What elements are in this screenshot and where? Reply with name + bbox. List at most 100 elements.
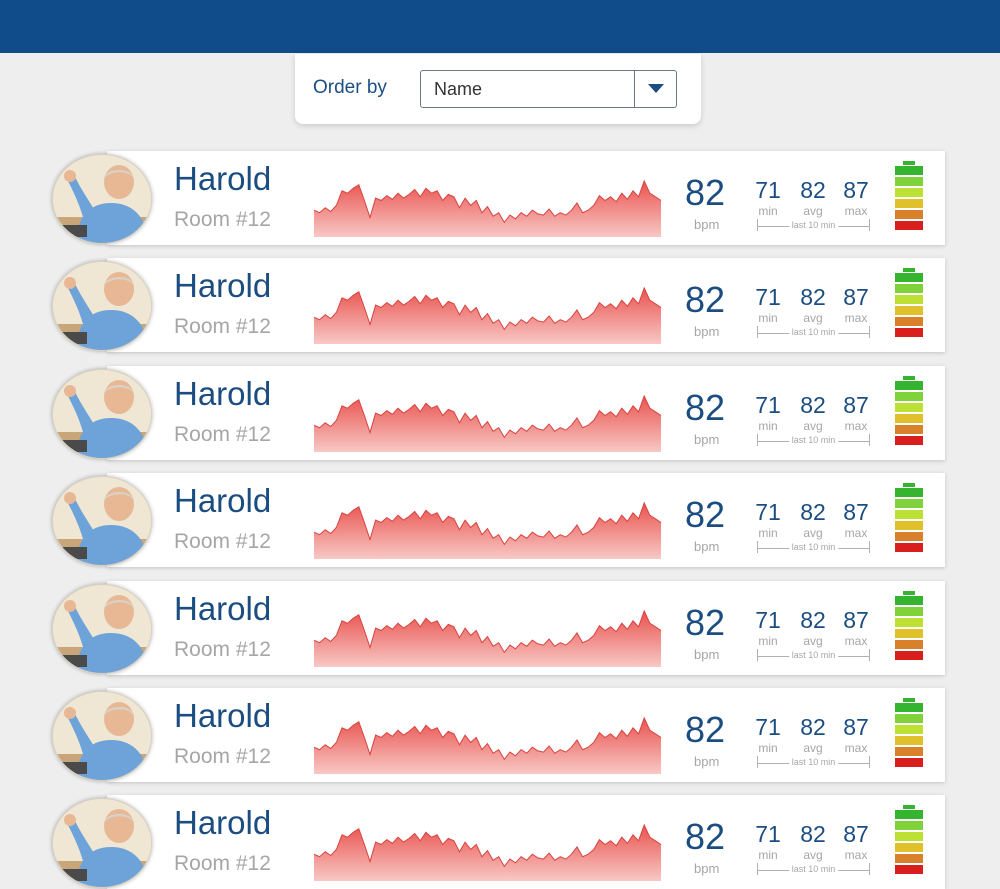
- bpm-unit-label: bpm: [694, 861, 720, 876]
- current-bpm: 82: [685, 279, 726, 320]
- stat-min-label: min: [758, 204, 778, 218]
- stats-range-bracket: last 10 min: [757, 863, 870, 875]
- patient-row[interactable]: Harold Room #12 82 bpm 71 min 82 avg 87 max last 1…: [52, 473, 945, 567]
- battery-segment: [895, 510, 923, 519]
- patient-photo: [53, 262, 151, 350]
- current-bpm: 82: [685, 494, 726, 535]
- stat-min-label: min: [758, 741, 778, 755]
- stat-avg-label: avg: [803, 311, 823, 325]
- heart-rate-area: [314, 718, 661, 774]
- heart-rate-area: [314, 288, 661, 344]
- patient-avatar: [52, 369, 152, 459]
- stat-min-label: min: [758, 311, 778, 325]
- bpm-unit-label: bpm: [694, 647, 720, 662]
- heart-rate-area: [314, 181, 661, 237]
- battery-segment: [895, 199, 923, 208]
- battery-segment: [895, 747, 923, 756]
- battery-segment: [895, 596, 923, 605]
- battery-cap: [903, 591, 915, 595]
- stat-avg-value: 82: [800, 821, 826, 847]
- chevron-down-icon: [648, 84, 664, 93]
- patient-photo: [53, 370, 151, 458]
- battery-segment: [895, 651, 923, 660]
- bpm-unit-label: bpm: [694, 217, 720, 232]
- heart-rate-area: [314, 611, 661, 667]
- heart-rate-line: [313, 609, 662, 654]
- stats-range-label: last 10 min: [788, 650, 839, 660]
- battery-segment: [895, 295, 923, 304]
- patient-photo: [53, 585, 151, 673]
- stat-min-value: 71: [755, 714, 781, 740]
- current-bpm: 82: [685, 709, 726, 750]
- heart-rate-sparkline: [313, 286, 662, 344]
- current-bpm: 82: [685, 172, 726, 213]
- stat-min-value: 71: [755, 499, 781, 525]
- stat-min-value: 71: [755, 284, 781, 310]
- battery-icon: [895, 268, 923, 342]
- stat-max-value: 87: [843, 714, 869, 740]
- stats-range-label: last 10 min: [788, 327, 839, 337]
- battery-segment: [895, 488, 923, 497]
- current-bpm: 82: [685, 602, 726, 643]
- order-by-dropdown-button[interactable]: [634, 71, 676, 107]
- battery-segment: [895, 640, 923, 649]
- battery-segment: [895, 736, 923, 745]
- stats-range-bracket: last 10 min: [757, 756, 870, 768]
- battery-segment: [895, 758, 923, 767]
- heart-rate-line: [313, 179, 662, 224]
- stat-min-value: 71: [755, 392, 781, 418]
- battery-icon: [895, 376, 923, 450]
- battery-segment: [895, 832, 923, 841]
- heart-rate-chart: [313, 594, 662, 667]
- battery-icon: [895, 591, 923, 665]
- bpm-unit-label: bpm: [694, 754, 720, 769]
- stat-min-label: min: [758, 848, 778, 862]
- stat-avg-label: avg: [803, 419, 823, 433]
- patient-list: Harold Room #12 82 bpm 71 min 82 avg 87 max last 1…: [52, 151, 945, 889]
- order-by-select[interactable]: Name: [420, 70, 677, 108]
- patient-row[interactable]: Harold Room #12 82 bpm 71 min 82 avg 87 max last 1…: [52, 795, 945, 889]
- battery-segment: [895, 521, 923, 530]
- battery-segment: [895, 425, 923, 434]
- current-bpm: 82: [685, 387, 726, 428]
- battery-segment: [895, 865, 923, 874]
- stat-avg-label: avg: [803, 848, 823, 862]
- battery-segment: [895, 210, 923, 219]
- stat-avg-value: 82: [800, 714, 826, 740]
- patient-row[interactable]: Harold Room #12 82 bpm 71 min 82 avg 87 max last 1…: [52, 258, 945, 352]
- stat-avg-value: 82: [800, 499, 826, 525]
- patient-room: Room #12: [174, 423, 271, 446]
- battery-segment: [895, 381, 923, 390]
- stat-avg-label: avg: [803, 204, 823, 218]
- heart-rate-chart: [313, 164, 662, 237]
- battery-segment: [895, 166, 923, 175]
- stat-max-label: max: [844, 311, 868, 325]
- battery-segment: [895, 629, 923, 638]
- patient-avatar: [52, 691, 152, 781]
- patient-room: Room #12: [174, 745, 271, 768]
- stat-max-value: 87: [843, 284, 869, 310]
- patient-row[interactable]: Harold Room #12 82 bpm 71 min 82 avg 87 max last 1…: [52, 581, 945, 675]
- patient-photo: [53, 692, 151, 780]
- battery-icon: [895, 483, 923, 557]
- stats-range-label: last 10 min: [788, 220, 839, 230]
- stat-max-label: max: [844, 634, 868, 648]
- stat-max-label: max: [844, 204, 868, 218]
- patient-name: Harold: [174, 375, 272, 412]
- patient-row[interactable]: Harold Room #12 82 bpm 71 min 82 avg 87 max last 1…: [52, 151, 945, 245]
- stat-max-label: max: [844, 741, 868, 755]
- patient-room: Room #12: [174, 638, 271, 661]
- stat-min-value: 71: [755, 177, 781, 203]
- stat-max-value: 87: [843, 499, 869, 525]
- patient-photo: [53, 477, 151, 565]
- patient-row[interactable]: Harold Room #12 82 bpm 71 min 82 avg 87 max last 1…: [52, 366, 945, 460]
- patient-row[interactable]: Harold Room #12 82 bpm 71 min 82 avg 87 max last 1…: [52, 688, 945, 782]
- patient-photo: [53, 155, 151, 243]
- heart-rate-chart: [313, 701, 662, 774]
- battery-segment: [895, 499, 923, 508]
- battery-segment: [895, 392, 923, 401]
- battery-cap: [903, 805, 915, 809]
- stats-range-bracket: last 10 min: [757, 649, 870, 661]
- battery-segment: [895, 821, 923, 830]
- stat-avg-value: 82: [800, 392, 826, 418]
